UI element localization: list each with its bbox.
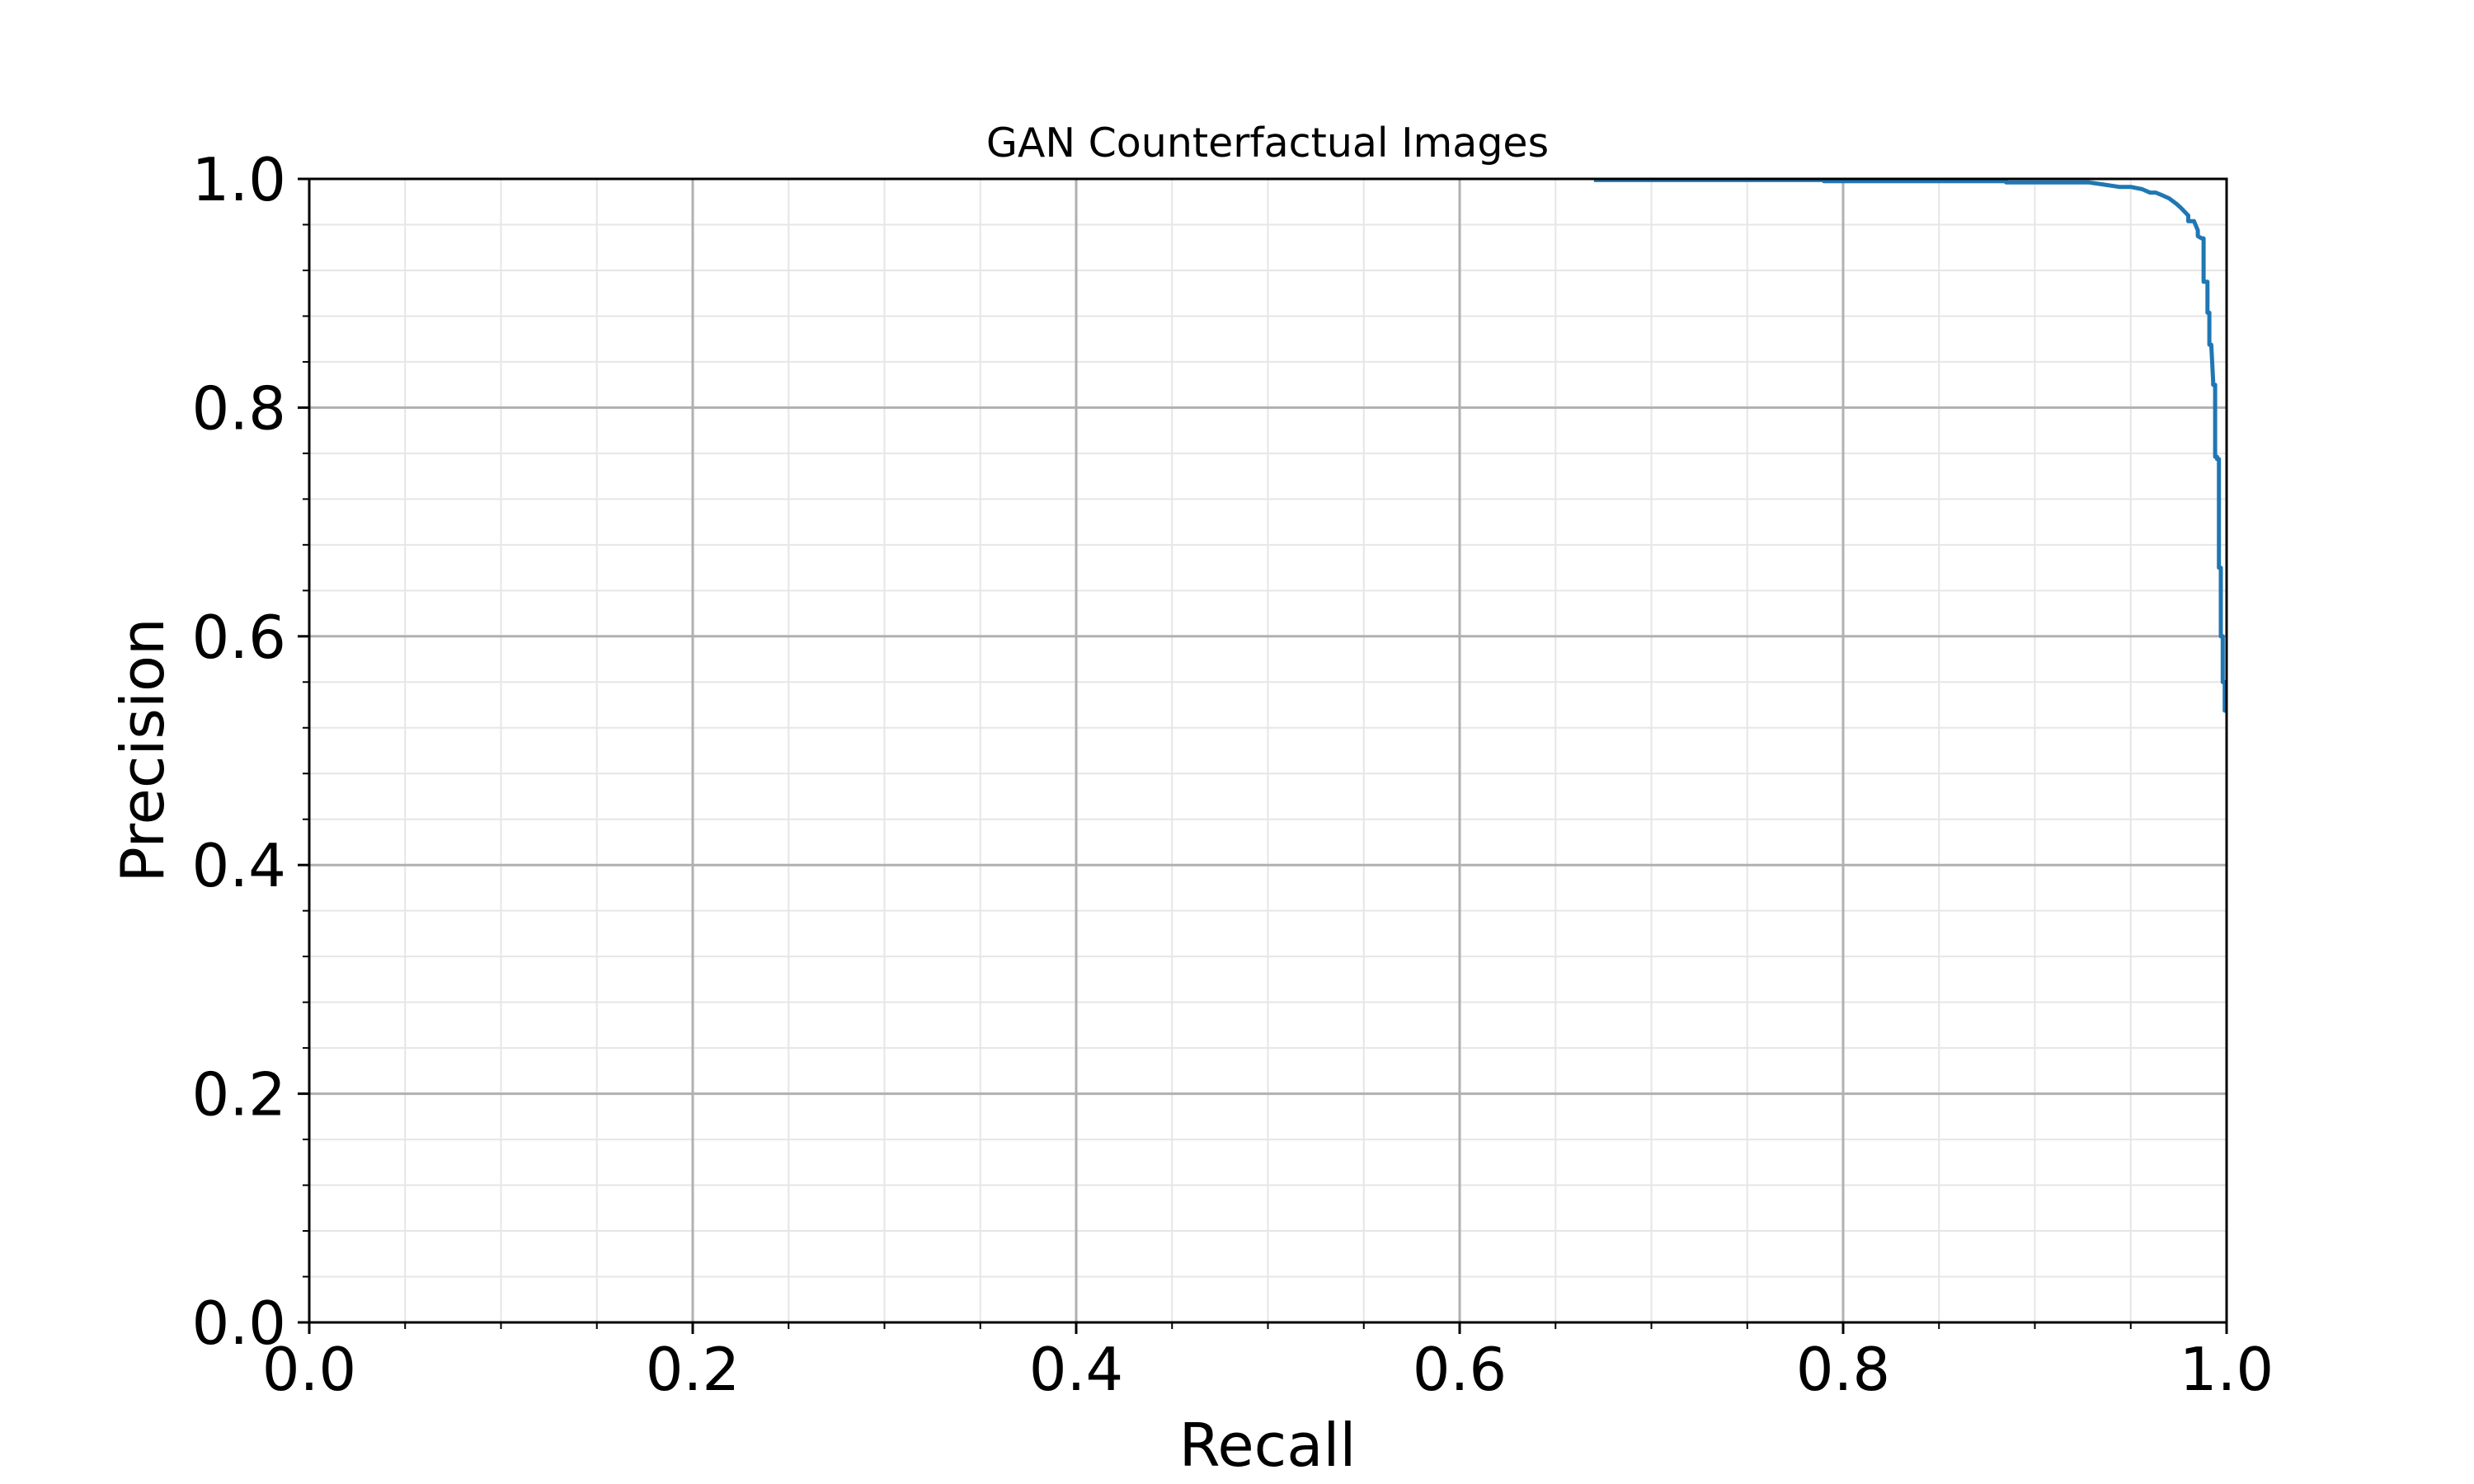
x-tick-label: 1.0 [2180,1335,2274,1404]
tick-labels: 0.0 0.2 0.4 0.6 0.8 1.0 0.0 0.2 0.4 0.6 0.8 1.0 [191,145,2274,1404]
y-tick-label: 0.0 [191,1289,286,1358]
x-tick-label: 0.8 [1796,1335,1891,1404]
x-tick-label: 0.2 [646,1335,741,1404]
chart-title: GAN Counterfactual Images [986,120,1549,167]
y-tick-label: 0.2 [191,1060,286,1129]
y-tick-label: 0.4 [191,831,286,900]
y-axis-label: Precision [108,618,177,882]
y-tick-label: 0.6 [191,603,286,672]
ticks [298,177,2228,1334]
x-tick-label: 0.6 [1413,1335,1507,1404]
y-tick-label: 1.0 [191,145,286,214]
pr-curve-line [1593,177,2227,713]
x-tick-label: 0.0 [262,1335,357,1404]
major-grid [309,179,2227,1322]
series-layer [1593,177,2227,713]
x-tick-label: 0.4 [1029,1335,1124,1404]
minor-grid [309,179,2227,1322]
x-axis-label: Recall [1179,1411,1357,1480]
y-tick-label: 0.8 [191,373,286,443]
